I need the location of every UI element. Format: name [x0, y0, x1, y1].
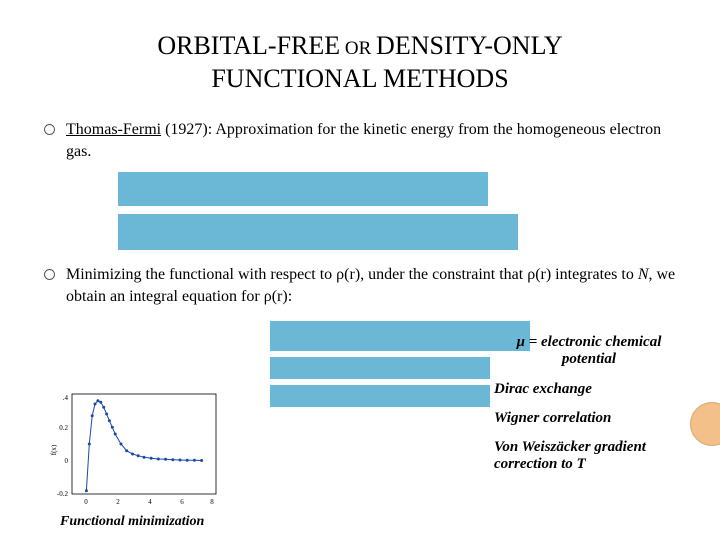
svg-text:-0.2: -0.2 [57, 490, 69, 498]
b2-c: integrates to [551, 266, 638, 283]
annotation-weiz: Von Weiszäcker gradient correction to T [494, 439, 684, 474]
annotation-wigner: Wigner correlation [494, 410, 684, 427]
chart-functional-minimization: -0.2 0 0.2 .4 0 2 4 6 8 f(x) [46, 384, 222, 514]
chart-svg: -0.2 0 0.2 .4 0 2 4 6 8 f(x) [46, 384, 222, 514]
equation-block-1 [118, 172, 488, 206]
y-axis-title: f(x) [50, 444, 58, 455]
b2-rho2: ρ(r) [527, 266, 551, 283]
b2-rho1: ρ(r) [336, 266, 360, 283]
svg-text:2: 2 [116, 498, 120, 506]
annotation-dirac: Dirac exchange [494, 381, 684, 398]
svg-text:0: 0 [84, 498, 88, 506]
b2-a: Minimizing the functional with respect t… [66, 266, 336, 283]
title-part-3: FUNCTIONAL METHODS [211, 64, 508, 93]
title-part-2: DENSITY-ONLY [376, 31, 563, 60]
svg-text:4: 4 [148, 498, 152, 506]
svg-text:0: 0 [65, 457, 69, 465]
svg-text:0.2: 0.2 [59, 424, 68, 432]
title-part-1: ORBITAL-FREE [157, 31, 340, 60]
svg-text:6: 6 [180, 498, 184, 506]
b2-N: N [638, 266, 649, 283]
b2-rho3: ρ(r) [264, 288, 288, 305]
svg-text:.4: .4 [63, 394, 69, 402]
bullet-list: Thomas-Fermi (1927): Approximation for t… [40, 119, 680, 307]
equation-block-2 [118, 214, 518, 250]
title-or: OR [340, 38, 376, 59]
svg-text:8: 8 [210, 498, 214, 506]
bullet-thomas-fermi: Thomas-Fermi (1927): Approximation for t… [40, 119, 680, 250]
annotation-mu: μ = electronic chemical potential [494, 334, 684, 369]
slide: ORBITAL-FREE OR DENSITY-ONLY FUNCTIONAL … [0, 0, 720, 540]
equation-block-3 [270, 321, 530, 351]
annotation-column: μ = electronic chemical potential Dirac … [494, 334, 684, 474]
equation-block-5 [270, 385, 490, 407]
y-axis-labels: -0.2 0 0.2 .4 [57, 394, 69, 498]
slide-title: ORBITAL-FREE OR DENSITY-ONLY FUNCTIONAL … [40, 30, 680, 95]
equation-block-4 [270, 357, 490, 379]
bullet-minimizing: Minimizing the functional with respect t… [40, 264, 680, 307]
chart-caption: Functional minimization [60, 514, 204, 530]
b2-b: , under the constraint that [360, 266, 527, 283]
thomas-fermi-lead: Thomas-Fermi [66, 121, 161, 138]
b2-e: : [288, 288, 292, 305]
x-axis-labels: 0 2 4 6 8 [84, 498, 214, 506]
decorative-circle-icon [690, 402, 720, 446]
